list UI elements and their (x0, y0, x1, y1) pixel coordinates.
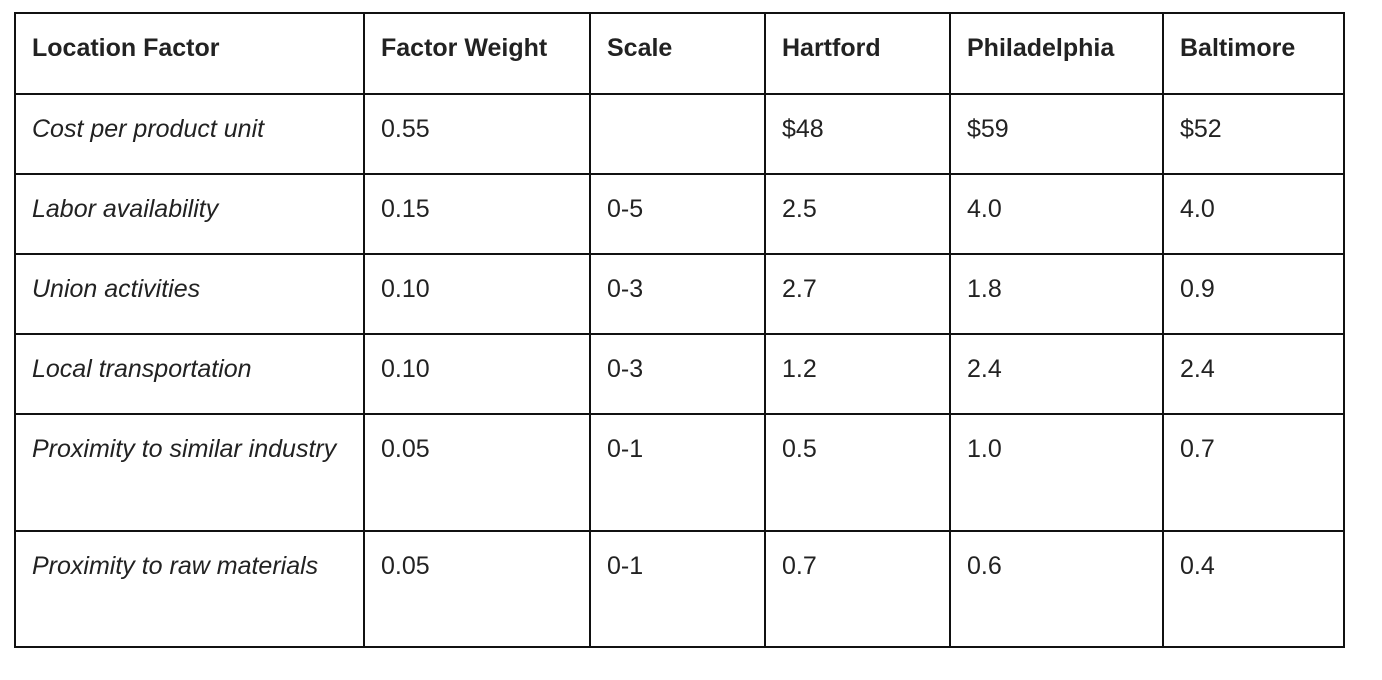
value-cell: 0.15 (363, 173, 591, 255)
value-cell: $59 (949, 93, 1164, 175)
value-cell: 2.7 (764, 253, 951, 335)
factor-cell: Local transportation (14, 333, 365, 415)
column-header: Hartford (764, 12, 951, 95)
table-body: Cost per product unit 0.55 $48 $59 $52 Labor … (14, 93, 1345, 648)
factor-cell: Labor availability (14, 173, 365, 255)
value-cell: 0.4 (1162, 530, 1345, 648)
location-factor-table: Location Factor Factor Weight Scale Hartfor… (14, 12, 1345, 648)
value-cell: 0-1 (589, 530, 766, 648)
value-cell: 0.7 (1162, 413, 1345, 532)
value-cell: 4.0 (1162, 173, 1345, 255)
value-cell: 2.4 (949, 333, 1164, 415)
table-row: Proximity to raw materials 0.05 0-1 0.7 0.6 0… (14, 530, 1345, 648)
table-row: Local transportation 0.10 0-3 1.2 2.4 2.4 (14, 333, 1345, 415)
factor-cell: Cost per product unit (14, 93, 365, 175)
factor-cell: Proximity to raw materials (14, 530, 365, 648)
value-cell: $52 (1162, 93, 1345, 175)
value-cell: 0.05 (363, 413, 591, 532)
value-cell: 0-5 (589, 173, 766, 255)
value-cell: 2.5 (764, 173, 951, 255)
value-cell: 0.6 (949, 530, 1164, 648)
value-cell: 0.05 (363, 530, 591, 648)
column-header: Baltimore (1162, 12, 1345, 95)
value-cell: 1.0 (949, 413, 1164, 532)
value-cell: 0.7 (764, 530, 951, 648)
value-cell: 0.9 (1162, 253, 1345, 335)
value-cell: 2.4 (1162, 333, 1345, 415)
factor-cell: Union activities (14, 253, 365, 335)
value-cell: 0-1 (589, 413, 766, 532)
factor-cell: Proximity to similar industry (14, 413, 365, 532)
column-header: Factor Weight (363, 12, 591, 95)
value-cell: 0-3 (589, 333, 766, 415)
value-cell: 1.2 (764, 333, 951, 415)
header-row: Location Factor Factor Weight Scale Hartfor… (14, 12, 1345, 95)
value-cell: 1.8 (949, 253, 1164, 335)
column-header: Scale (589, 12, 766, 95)
table-row: Union activities 0.10 0-3 2.7 1.8 0.9 (14, 253, 1345, 335)
value-cell: 0.10 (363, 253, 591, 335)
value-cell: 0.10 (363, 333, 591, 415)
value-cell: 4.0 (949, 173, 1164, 255)
value-cell: $48 (764, 93, 951, 175)
value-cell: 0.55 (363, 93, 591, 175)
table-row: Cost per product unit 0.55 $48 $59 $52 (14, 93, 1345, 175)
column-header: Philadelphia (949, 12, 1164, 95)
value-cell: 0-3 (589, 253, 766, 335)
empty-cell (589, 93, 766, 175)
table-row: Proximity to similar industry 0.05 0-1 0.5 1… (14, 413, 1345, 532)
table-row: Labor availability 0.15 0-5 2.5 4.0 4.0 (14, 173, 1345, 255)
value-cell: 0.5 (764, 413, 951, 532)
column-header: Location Factor (14, 12, 365, 95)
